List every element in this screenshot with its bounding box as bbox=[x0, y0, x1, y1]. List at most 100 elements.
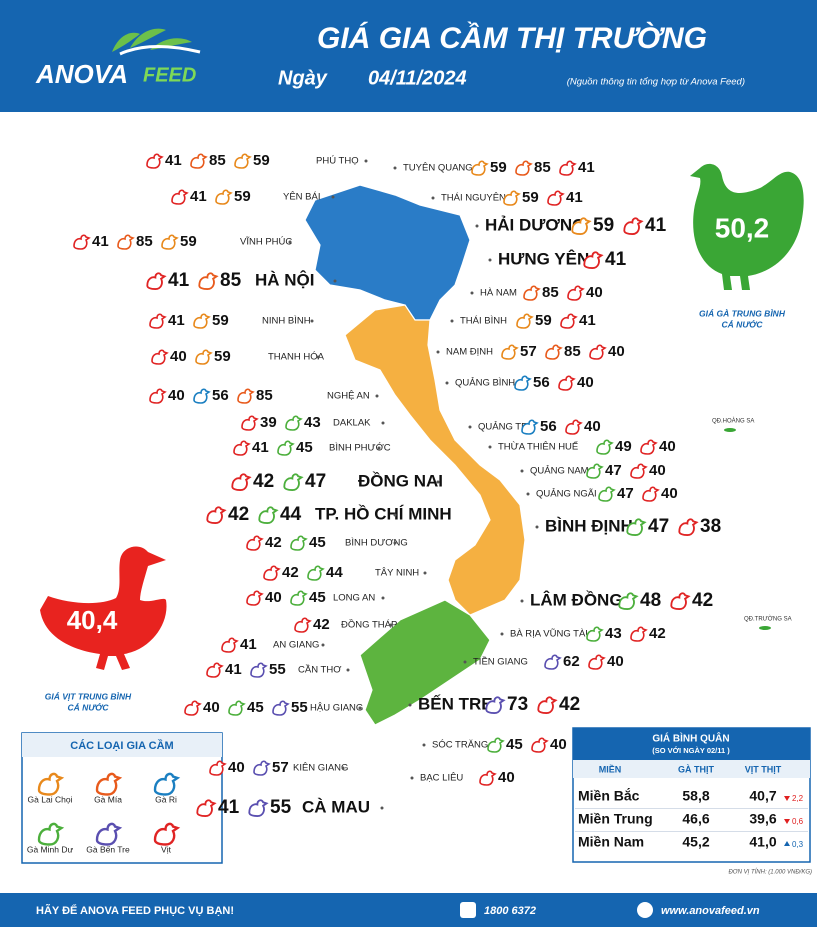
price: 41 bbox=[579, 312, 596, 329]
bird-shape bbox=[485, 696, 506, 714]
price: 59 bbox=[535, 312, 552, 329]
bird-icon bbox=[146, 272, 167, 290]
province-name: ĐỒNG THÁP bbox=[341, 619, 397, 631]
bird-icon bbox=[283, 473, 304, 491]
leader-dot bbox=[393, 541, 397, 545]
leader-dot bbox=[450, 319, 454, 323]
leader-dot bbox=[410, 776, 414, 780]
island-label: QĐ.HOÀNG SA bbox=[712, 418, 754, 425]
province-name: AN GIANG bbox=[273, 640, 319, 651]
price: 44 bbox=[280, 504, 302, 525]
price: 47 bbox=[305, 471, 326, 492]
table-region: Miền Trung bbox=[578, 811, 653, 827]
price: 42 bbox=[313, 616, 330, 633]
bird-icon bbox=[263, 565, 281, 581]
legend-label: Gà Minh Dư bbox=[27, 844, 74, 854]
bird-icon bbox=[209, 760, 227, 776]
price: 55 bbox=[291, 699, 308, 716]
bird-icon bbox=[95, 822, 123, 846]
bird-icon bbox=[193, 388, 211, 404]
duck-caption: GIÁ VỊT TRUNG BÌNH bbox=[45, 691, 132, 701]
chicken-average: 50,2 bbox=[715, 212, 770, 243]
bird-icon bbox=[253, 760, 271, 776]
table-title: GIÁ BÌNH QUÂN bbox=[652, 732, 729, 745]
bird-icon bbox=[547, 190, 565, 206]
bird-shape bbox=[516, 313, 534, 329]
bird-shape bbox=[545, 344, 563, 360]
map-north bbox=[304, 184, 471, 321]
bird-shape bbox=[246, 535, 264, 551]
province-name: TIỀN GIANG bbox=[473, 657, 528, 668]
price: 57 bbox=[272, 759, 289, 776]
price: 55 bbox=[269, 661, 286, 678]
price: 56 bbox=[212, 387, 229, 404]
bird-shape bbox=[537, 696, 558, 714]
bird-icon bbox=[560, 313, 578, 329]
price: 45 bbox=[296, 439, 313, 456]
bird-icon bbox=[523, 285, 541, 301]
bird-shape bbox=[117, 234, 135, 250]
price: 40 bbox=[170, 348, 187, 365]
province-name: QUẢNG NAM bbox=[530, 465, 589, 477]
province-name: VĨNH PHÚC bbox=[240, 237, 292, 248]
bird-shape bbox=[237, 388, 255, 404]
price: 73 bbox=[507, 694, 528, 715]
bird-shape bbox=[630, 626, 648, 642]
bird-icon bbox=[514, 375, 532, 391]
bird-shape bbox=[567, 285, 585, 301]
table-col-head bbox=[573, 760, 810, 778]
bird-shape bbox=[193, 388, 211, 404]
map bbox=[304, 184, 526, 726]
price: 59 bbox=[593, 215, 614, 236]
table-duck: 41,0 bbox=[749, 834, 776, 850]
source: (Nguồn thông tin tổng hợp từ Anova Feed) bbox=[567, 77, 745, 88]
bird-shape bbox=[146, 272, 167, 290]
price: 41 bbox=[168, 270, 190, 291]
price: 41 bbox=[252, 439, 269, 456]
price: 59 bbox=[253, 152, 270, 169]
island-label: QĐ.TRƯỜNG SA bbox=[744, 616, 792, 623]
bird-shape bbox=[559, 160, 577, 176]
price: 49 bbox=[615, 438, 632, 455]
price: 59 bbox=[212, 312, 229, 329]
bird-icon bbox=[290, 590, 308, 606]
leader-dot bbox=[393, 513, 397, 517]
bird-icon bbox=[258, 506, 279, 524]
price: 85 bbox=[220, 270, 242, 291]
price: 42 bbox=[559, 694, 580, 715]
price: 42 bbox=[228, 504, 249, 525]
bird-icon bbox=[307, 565, 325, 581]
bird-icon bbox=[571, 217, 592, 235]
bird-icon bbox=[190, 153, 208, 169]
bird-icon bbox=[596, 439, 614, 455]
bird-shape bbox=[596, 439, 614, 455]
bird-shape bbox=[198, 272, 219, 290]
bird-icon bbox=[586, 626, 604, 642]
leader-dot bbox=[377, 446, 381, 450]
legend-label: Vịt bbox=[161, 844, 172, 854]
price: 40 bbox=[168, 387, 185, 404]
province-name: THỪA THIÊN HUẾ bbox=[498, 442, 578, 453]
bird-shape bbox=[588, 654, 606, 670]
price: 41 bbox=[225, 661, 242, 678]
phone: 1800 6372 bbox=[484, 905, 536, 917]
leader-dot bbox=[520, 469, 524, 473]
province-name: NINH BÌNH bbox=[262, 316, 311, 327]
province-name: HẢI DƯƠNG bbox=[485, 215, 585, 234]
price: 41 bbox=[645, 215, 667, 236]
bird-icon bbox=[501, 344, 519, 360]
province-name: LÂM ĐỒNG bbox=[530, 590, 623, 609]
bird-shape bbox=[95, 772, 123, 796]
bird-icon bbox=[184, 700, 202, 716]
price: 41 bbox=[605, 249, 627, 270]
leader-dot bbox=[468, 425, 472, 429]
bird-shape bbox=[95, 822, 123, 846]
footer-band bbox=[0, 893, 817, 927]
bird-icon bbox=[640, 439, 658, 455]
bird-icon bbox=[521, 419, 539, 435]
bird-shape bbox=[228, 700, 246, 716]
duck-silhouette bbox=[40, 546, 167, 670]
leader-dot bbox=[341, 766, 345, 770]
province-name: BÌNH DƯƠNG bbox=[345, 538, 408, 549]
